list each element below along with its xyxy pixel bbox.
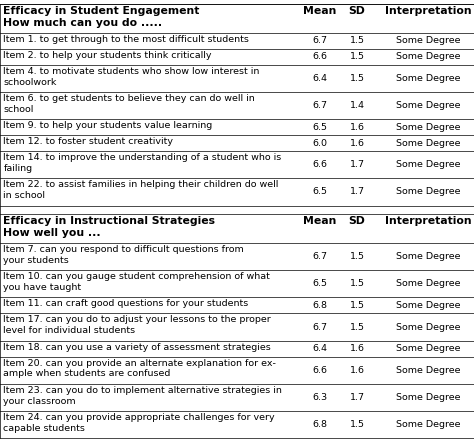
Text: 1.5: 1.5 — [349, 420, 365, 429]
Text: Item 4. to motivate students who show low interest in
schoolwork: Item 4. to motivate students who show lo… — [3, 67, 260, 87]
Text: Some Degree: Some Degree — [396, 36, 461, 46]
Text: Item 9. to help your students value learning: Item 9. to help your students value lear… — [3, 121, 213, 130]
Text: 6.7: 6.7 — [312, 323, 328, 332]
Text: Some Degree: Some Degree — [396, 123, 461, 132]
Text: Some Degree: Some Degree — [396, 139, 461, 148]
Text: 6.3: 6.3 — [312, 393, 328, 402]
Text: 6.6: 6.6 — [312, 160, 328, 169]
Text: Some Degree: Some Degree — [396, 101, 461, 110]
Text: SD: SD — [349, 216, 365, 226]
Text: Some Degree: Some Degree — [396, 344, 461, 353]
Text: Item 12. to foster student creativity: Item 12. to foster student creativity — [3, 137, 173, 146]
Text: Mean: Mean — [303, 216, 337, 226]
Text: 1.6: 1.6 — [349, 123, 365, 132]
Text: Some Degree: Some Degree — [396, 52, 461, 61]
Text: 1.7: 1.7 — [349, 160, 365, 169]
Text: 1.5: 1.5 — [349, 301, 365, 310]
Text: Some Degree: Some Degree — [396, 74, 461, 83]
Text: 1.5: 1.5 — [349, 252, 365, 261]
Text: Item 7. can you respond to difficult questions from
your students: Item 7. can you respond to difficult que… — [3, 245, 244, 265]
Text: 1.7: 1.7 — [349, 393, 365, 402]
Text: 1.6: 1.6 — [349, 139, 365, 148]
Text: 6.0: 6.0 — [312, 139, 328, 148]
Text: 1.5: 1.5 — [349, 36, 365, 46]
Text: 6.4: 6.4 — [312, 74, 328, 83]
Text: Some Degree: Some Degree — [396, 323, 461, 332]
Text: 1.5: 1.5 — [349, 279, 365, 288]
Text: SD: SD — [349, 6, 365, 16]
Text: Some Degree: Some Degree — [396, 366, 461, 375]
Text: 1.6: 1.6 — [349, 366, 365, 375]
Text: 6.8: 6.8 — [312, 301, 328, 310]
Text: Some Degree: Some Degree — [396, 301, 461, 310]
Text: Efficacy in Student Engagement: Efficacy in Student Engagement — [3, 6, 200, 16]
Text: Some Degree: Some Degree — [396, 160, 461, 169]
Text: 6.5: 6.5 — [312, 187, 328, 196]
Text: 1.5: 1.5 — [349, 52, 365, 61]
Text: Item 18. can you use a variety of assessment strategies: Item 18. can you use a variety of assess… — [3, 343, 271, 351]
Text: Item 1. to get through to the most difficult students: Item 1. to get through to the most diffi… — [3, 35, 249, 44]
Text: Item 6. to get students to believe they can do well in
school: Item 6. to get students to believe they … — [3, 94, 255, 114]
Text: Some Degree: Some Degree — [396, 187, 461, 196]
Text: Item 17. can you do to adjust your lessons to the proper
level for individual st: Item 17. can you do to adjust your lesso… — [3, 316, 271, 335]
Text: Item 22. to assist families in helping their children do well
in school: Item 22. to assist families in helping t… — [3, 180, 279, 200]
Text: Item 24. can you provide appropriate challenges for very
capable students: Item 24. can you provide appropriate cha… — [3, 413, 275, 433]
Text: 6.4: 6.4 — [312, 344, 328, 353]
Text: 6.6: 6.6 — [312, 52, 328, 61]
Text: 6.7: 6.7 — [312, 36, 328, 46]
Text: Item 11. can craft good questions for your students: Item 11. can craft good questions for yo… — [3, 299, 249, 309]
Text: 6.5: 6.5 — [312, 123, 328, 132]
Text: 6.5: 6.5 — [312, 279, 328, 288]
Text: 6.6: 6.6 — [312, 366, 328, 375]
Text: 6.7: 6.7 — [312, 101, 328, 110]
Text: Mean: Mean — [303, 6, 337, 16]
Text: 1.6: 1.6 — [349, 344, 365, 353]
Text: 1.4: 1.4 — [349, 101, 365, 110]
Text: Some Degree: Some Degree — [396, 279, 461, 288]
Text: Efficacy in Instructional Strategies: Efficacy in Instructional Strategies — [3, 216, 215, 226]
Text: 1.5: 1.5 — [349, 323, 365, 332]
Text: Item 10. can you gauge student comprehension of what
you have taught: Item 10. can you gauge student comprehen… — [3, 272, 270, 292]
Text: Item 20. can you provide an alternate explanation for ex-
ample when students ar: Item 20. can you provide an alternate ex… — [3, 358, 276, 378]
Text: 6.7: 6.7 — [312, 252, 328, 261]
Text: Interpretation: Interpretation — [385, 6, 472, 16]
Text: Interpretation: Interpretation — [385, 216, 472, 226]
Text: How well you ...: How well you ... — [3, 229, 101, 238]
Text: 1.5: 1.5 — [349, 74, 365, 83]
Text: 1.7: 1.7 — [349, 187, 365, 196]
Text: Item 23. can you do to implement alternative strategies in
your classroom: Item 23. can you do to implement alterna… — [3, 386, 283, 405]
Text: Item 2. to help your students think critically: Item 2. to help your students think crit… — [3, 51, 212, 60]
Text: 6.8: 6.8 — [312, 420, 328, 429]
Text: Item 14. to improve the understanding of a student who is
failing: Item 14. to improve the understanding of… — [3, 153, 282, 173]
Text: Some Degree: Some Degree — [396, 420, 461, 429]
Text: How much can you do .....: How much can you do ..... — [3, 18, 163, 28]
Text: Some Degree: Some Degree — [396, 393, 461, 402]
Text: Some Degree: Some Degree — [396, 252, 461, 261]
